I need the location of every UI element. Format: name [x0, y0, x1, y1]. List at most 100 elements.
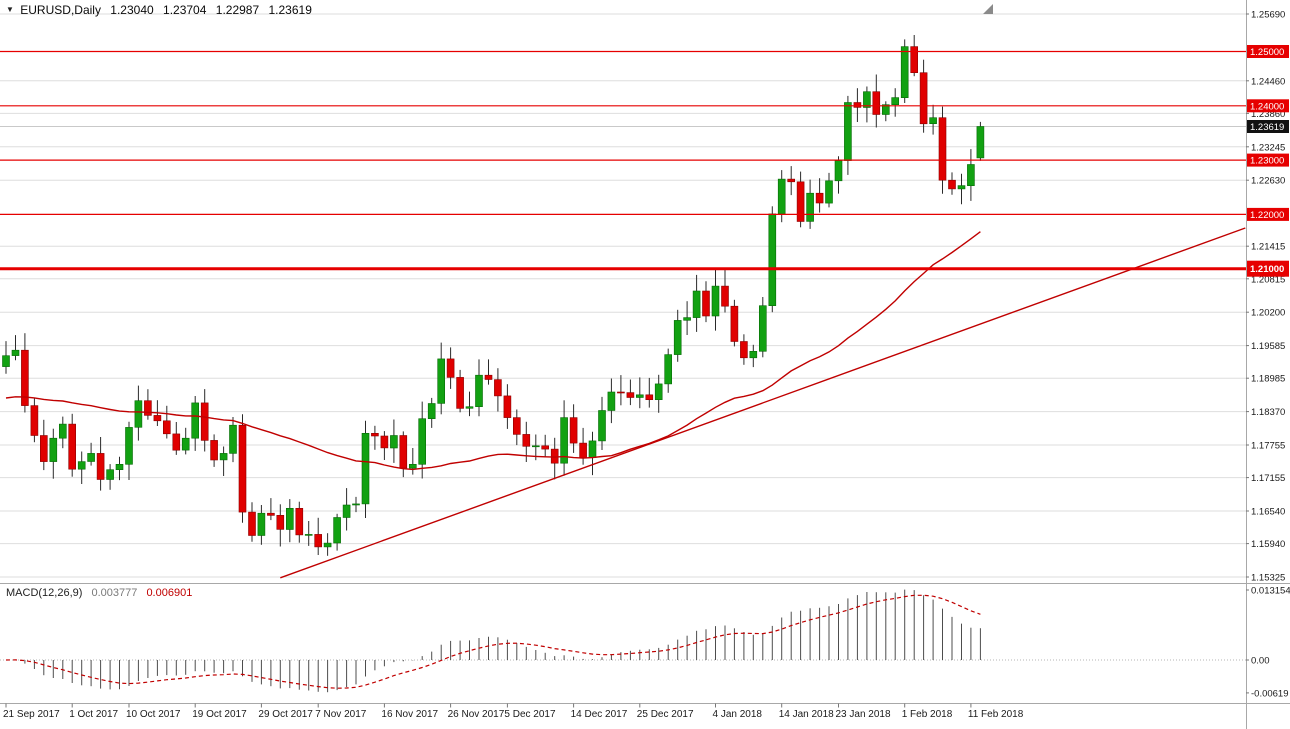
time-tick-label: 14 Dec 2017: [571, 709, 628, 720]
price-tick-label: 1.23245: [1251, 142, 1285, 153]
candle-up: [891, 97, 900, 105]
candle-up: [418, 418, 427, 465]
price-tick-label: 1.16540: [1251, 507, 1285, 518]
ohlc-low-value: 1.22987: [215, 3, 260, 17]
current-price-badge-text: 1.23619: [1250, 122, 1284, 133]
candle-up: [333, 517, 341, 544]
candle-up: [806, 192, 814, 222]
time-tick-label: 14 Jan 2018: [779, 709, 834, 720]
candle-down: [645, 394, 654, 400]
price-tick-label: 1.15325: [1251, 573, 1285, 584]
time-tick-label: 10 Oct 2017: [126, 709, 181, 720]
symbol-dropdown-icon[interactable]: ▼: [6, 5, 14, 14]
candle-down: [153, 415, 162, 422]
time-tick-label: 29 Oct 2017: [258, 709, 313, 720]
time-tick-label: 19 Oct 2017: [192, 709, 247, 720]
candle-down: [276, 514, 285, 530]
candle-down: [919, 72, 928, 125]
time-tick-label: 26 Nov 2017: [448, 709, 505, 720]
candle-up: [2, 355, 10, 367]
candle-down: [248, 511, 256, 536]
price-tick-label: 1.18985: [1251, 374, 1285, 385]
price-tick-label: 1.25690: [1251, 10, 1285, 21]
candle-down: [910, 46, 919, 73]
candle-up: [635, 394, 644, 398]
price-level-badge: [1247, 99, 1289, 113]
candle-up: [929, 117, 937, 124]
candle-down: [721, 285, 729, 307]
candle-up: [257, 512, 266, 536]
candle-down: [512, 417, 521, 435]
candle-down: [39, 435, 48, 462]
time-tick-label: 11 Feb 2018: [968, 709, 1024, 720]
candle-down: [314, 534, 323, 548]
candle-down: [172, 433, 181, 451]
candle-up: [285, 507, 294, 530]
price-level-badge-text: 1.24000: [1250, 101, 1284, 112]
chart-ohlc-header: ▼ EURUSD,Daily 1.23040 1.23704 1.22987 1…: [6, 3, 318, 17]
time-tick-label: 16 Nov 2017: [381, 709, 438, 720]
candle-down: [163, 420, 171, 435]
price-tick-label: 1.24460: [1251, 76, 1285, 87]
macd-tick-label: 0.00: [1251, 656, 1270, 667]
candle-down: [371, 432, 379, 437]
candle-down: [541, 445, 550, 450]
candle-up: [598, 410, 606, 442]
candle-down: [569, 417, 578, 444]
candle-down: [550, 448, 559, 464]
current-price-badge: [1247, 120, 1289, 133]
candle-up: [692, 290, 701, 318]
time-tick-label: 7 Nov 2017: [315, 709, 367, 720]
candle-up: [711, 285, 720, 317]
candle-up: [881, 104, 890, 115]
price-level-badge-text: 1.21000: [1250, 264, 1284, 275]
candle-up: [181, 437, 190, 451]
time-tick-label: 1 Oct 2017: [69, 709, 118, 720]
candle-up: [758, 305, 767, 352]
price-tick-label: 1.17755: [1251, 441, 1285, 452]
price-tick-label: 1.22630: [1251, 176, 1285, 187]
price-tick-label: 1.20200: [1251, 308, 1285, 319]
candle-up: [588, 440, 597, 458]
candle-up: [352, 503, 360, 506]
candle-up: [437, 358, 446, 404]
candle-up: [49, 437, 58, 462]
price-level-badge: [1247, 153, 1289, 167]
candle-up: [87, 453, 95, 462]
candle-up: [134, 400, 143, 428]
price-level-badge-text: 1.25000: [1250, 47, 1284, 58]
candle-down: [702, 290, 710, 317]
macd-signal-value: 0.006901: [146, 587, 193, 599]
price-tick-label: 1.19585: [1251, 341, 1285, 352]
candle-down: [210, 440, 218, 461]
candle-up: [408, 463, 417, 469]
price-level-badge-text: 1.23000: [1250, 156, 1284, 167]
candle-down: [238, 424, 247, 513]
price-level-badge-text: 1.22000: [1250, 210, 1284, 221]
macd-signal-line: [5, 594, 981, 689]
candle-down: [380, 435, 389, 449]
candle-up: [777, 178, 786, 215]
candle-up: [673, 320, 682, 355]
macd-indicator-label: MACD(12,26,9) 0.003777 0.006901: [6, 587, 198, 599]
candle-up: [465, 406, 474, 409]
candle-up: [106, 469, 114, 480]
candle-up: [900, 46, 909, 98]
price-tick-label: 1.23860: [1251, 109, 1285, 120]
moving-average-line[interactable]: [5, 231, 981, 471]
time-tick-label: 25 Dec 2017: [637, 709, 694, 720]
candle-down: [815, 192, 824, 204]
price-tick-label: 1.21415: [1251, 242, 1285, 253]
candle-down: [740, 341, 748, 359]
candle-up: [863, 91, 871, 108]
macd-tick-label: -0.00619: [1251, 688, 1289, 699]
candle-down: [267, 512, 275, 516]
candle-up: [825, 180, 833, 204]
macd-name: MACD(12,26,9): [6, 587, 83, 599]
candle-down: [446, 358, 455, 378]
candle-down: [295, 507, 304, 536]
candle-up: [390, 435, 398, 449]
trendline[interactable]: [280, 227, 1246, 579]
